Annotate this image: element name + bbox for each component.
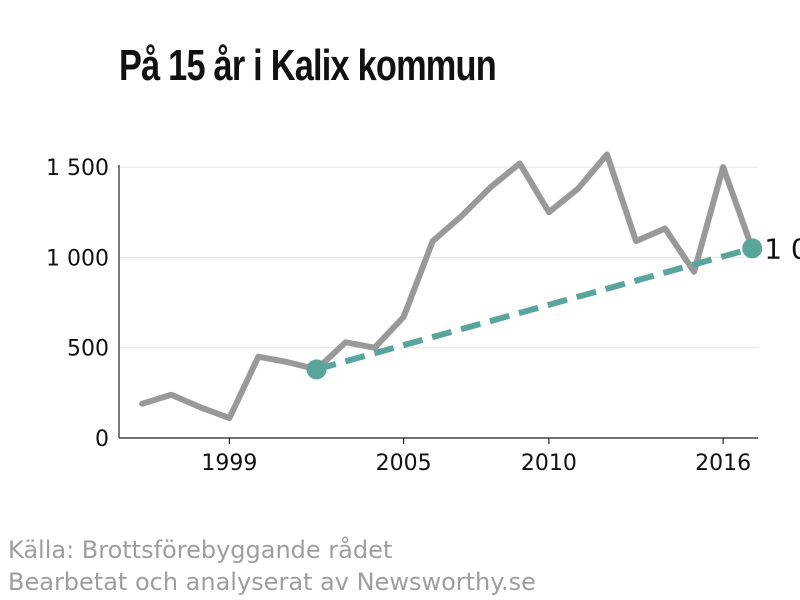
trend-end-label: 1 050 (764, 232, 800, 265)
labels: 0 500 1 000 1 500 1999 2005 2010 2016 1 050 (46, 156, 800, 476)
y-tick-label: 1 000 (46, 246, 109, 271)
x-tick-label: 2016 (695, 451, 751, 476)
trend-end-point (742, 238, 763, 259)
x-tick-label: 2005 (376, 451, 432, 476)
x-tick-label: 1999 (201, 451, 257, 476)
source-line-1: Källa: Brottsförebyggande rådet (8, 536, 393, 564)
x-tick-label: 2010 (521, 451, 577, 476)
chart-title: På 15 år i Kalix kommun (119, 41, 497, 90)
source-line-2: Bearbetat och analyserat av Newsworthy.s… (8, 568, 536, 596)
trend-line (315, 245, 753, 373)
y-tick-label: 1 500 (46, 156, 109, 181)
trend-layer (306, 238, 763, 380)
axes (118, 165, 758, 444)
series-line-0 (139, 151, 756, 422)
trend-start-point (306, 359, 327, 380)
y-tick-label: 500 (67, 337, 109, 362)
source-note: Källa: Brottsförebyggande rådet Bearbeta… (8, 534, 536, 598)
grid-lines (119, 166, 758, 349)
series-layer (139, 151, 756, 422)
y-tick-label: 0 (95, 427, 109, 452)
